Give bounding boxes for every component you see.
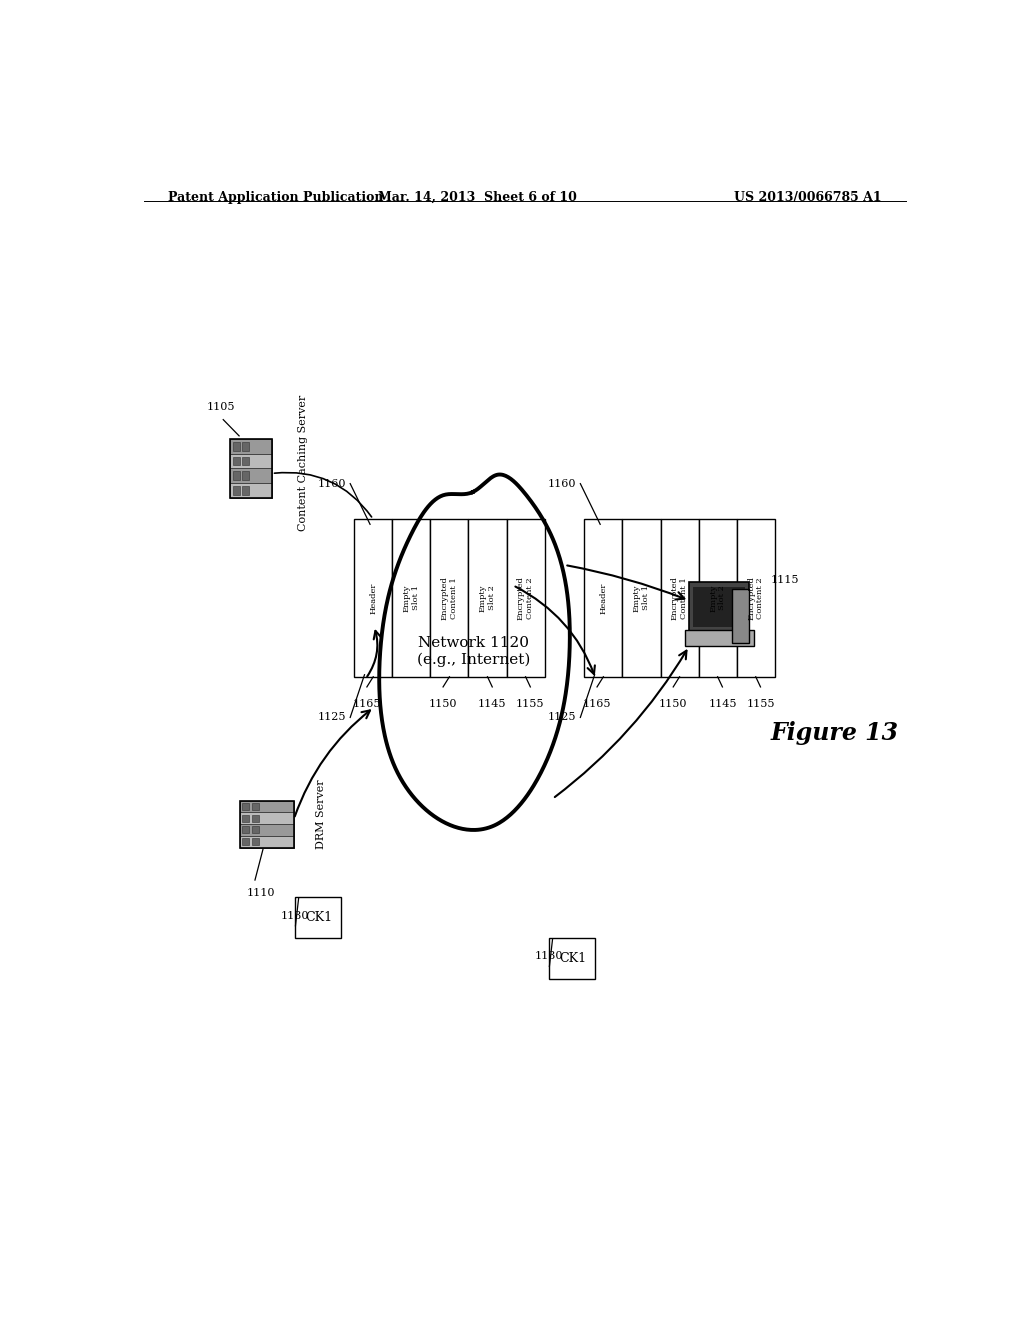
FancyBboxPatch shape: [252, 826, 259, 833]
Text: Empty
Slot 2: Empty Slot 2: [709, 585, 726, 611]
FancyBboxPatch shape: [507, 519, 545, 677]
Text: Header: Header: [599, 582, 607, 614]
FancyBboxPatch shape: [731, 589, 749, 643]
Text: 1130: 1130: [281, 911, 309, 920]
Text: Encrypted
Content 1: Encrypted Content 1: [671, 576, 688, 620]
Text: Mar. 14, 2013  Sheet 6 of 10: Mar. 14, 2013 Sheet 6 of 10: [378, 191, 577, 203]
Text: Empty
Slot 2: Empty Slot 2: [479, 585, 496, 611]
Text: Figure 13: Figure 13: [771, 721, 899, 744]
FancyBboxPatch shape: [240, 824, 294, 836]
Text: 1155: 1155: [746, 700, 775, 709]
Text: Encrypted
Content 1: Encrypted Content 1: [440, 576, 458, 620]
FancyBboxPatch shape: [230, 483, 271, 498]
Text: 1165: 1165: [583, 700, 611, 709]
Text: Encrypted
Content 2: Encrypted Content 2: [517, 576, 535, 620]
FancyBboxPatch shape: [698, 519, 736, 677]
FancyBboxPatch shape: [430, 519, 468, 677]
Text: Empty
Slot 1: Empty Slot 1: [402, 585, 420, 611]
FancyBboxPatch shape: [689, 582, 749, 632]
FancyBboxPatch shape: [685, 630, 754, 647]
FancyBboxPatch shape: [550, 939, 595, 978]
Text: 1125: 1125: [548, 713, 577, 722]
Text: CK1: CK1: [559, 952, 586, 965]
Text: Content Caching Server: Content Caching Server: [298, 395, 307, 532]
FancyBboxPatch shape: [296, 898, 341, 939]
Text: 1115: 1115: [771, 576, 800, 585]
Text: 1165: 1165: [352, 700, 381, 709]
Text: 1105: 1105: [207, 403, 236, 412]
FancyBboxPatch shape: [240, 836, 294, 847]
FancyBboxPatch shape: [230, 440, 271, 454]
FancyBboxPatch shape: [240, 801, 294, 812]
Text: CK1: CK1: [305, 911, 332, 924]
Text: 1160: 1160: [317, 479, 346, 488]
FancyBboxPatch shape: [585, 519, 623, 677]
Text: Encrypted
Content 2: Encrypted Content 2: [748, 576, 764, 620]
FancyBboxPatch shape: [468, 519, 507, 677]
FancyBboxPatch shape: [392, 519, 430, 677]
Text: Network 1120
(e.g., Internet): Network 1120 (e.g., Internet): [417, 636, 529, 667]
FancyBboxPatch shape: [243, 838, 250, 845]
Text: 1150: 1150: [429, 700, 458, 709]
FancyBboxPatch shape: [252, 838, 259, 845]
Text: Patent Application Publication: Patent Application Publication: [168, 191, 383, 203]
FancyBboxPatch shape: [354, 519, 392, 677]
Text: 1145: 1145: [478, 700, 507, 709]
FancyBboxPatch shape: [243, 457, 250, 466]
Text: Empty
Slot 1: Empty Slot 1: [633, 585, 650, 611]
FancyBboxPatch shape: [660, 519, 698, 677]
Text: 1125: 1125: [317, 713, 346, 722]
FancyBboxPatch shape: [243, 826, 250, 833]
Text: 1155: 1155: [516, 700, 545, 709]
Text: 1110: 1110: [247, 888, 274, 898]
FancyBboxPatch shape: [230, 469, 271, 483]
FancyBboxPatch shape: [693, 587, 745, 627]
FancyBboxPatch shape: [240, 812, 294, 824]
Text: Header: Header: [370, 582, 377, 614]
FancyBboxPatch shape: [232, 471, 240, 480]
FancyBboxPatch shape: [232, 486, 240, 495]
FancyBboxPatch shape: [736, 519, 775, 677]
FancyBboxPatch shape: [243, 471, 250, 480]
FancyBboxPatch shape: [243, 442, 250, 450]
FancyBboxPatch shape: [252, 814, 259, 822]
FancyBboxPatch shape: [252, 803, 259, 810]
FancyBboxPatch shape: [243, 814, 250, 822]
FancyBboxPatch shape: [243, 486, 250, 495]
FancyBboxPatch shape: [623, 519, 660, 677]
FancyBboxPatch shape: [232, 457, 240, 466]
Text: DRM Server: DRM Server: [315, 779, 326, 849]
Text: 1145: 1145: [709, 700, 736, 709]
FancyBboxPatch shape: [243, 803, 250, 810]
FancyBboxPatch shape: [232, 442, 240, 450]
Text: 1130: 1130: [535, 952, 563, 961]
FancyBboxPatch shape: [230, 454, 271, 469]
Text: US 2013/0066785 A1: US 2013/0066785 A1: [734, 191, 882, 203]
Text: 1150: 1150: [659, 700, 687, 709]
Text: 1160: 1160: [548, 479, 577, 488]
